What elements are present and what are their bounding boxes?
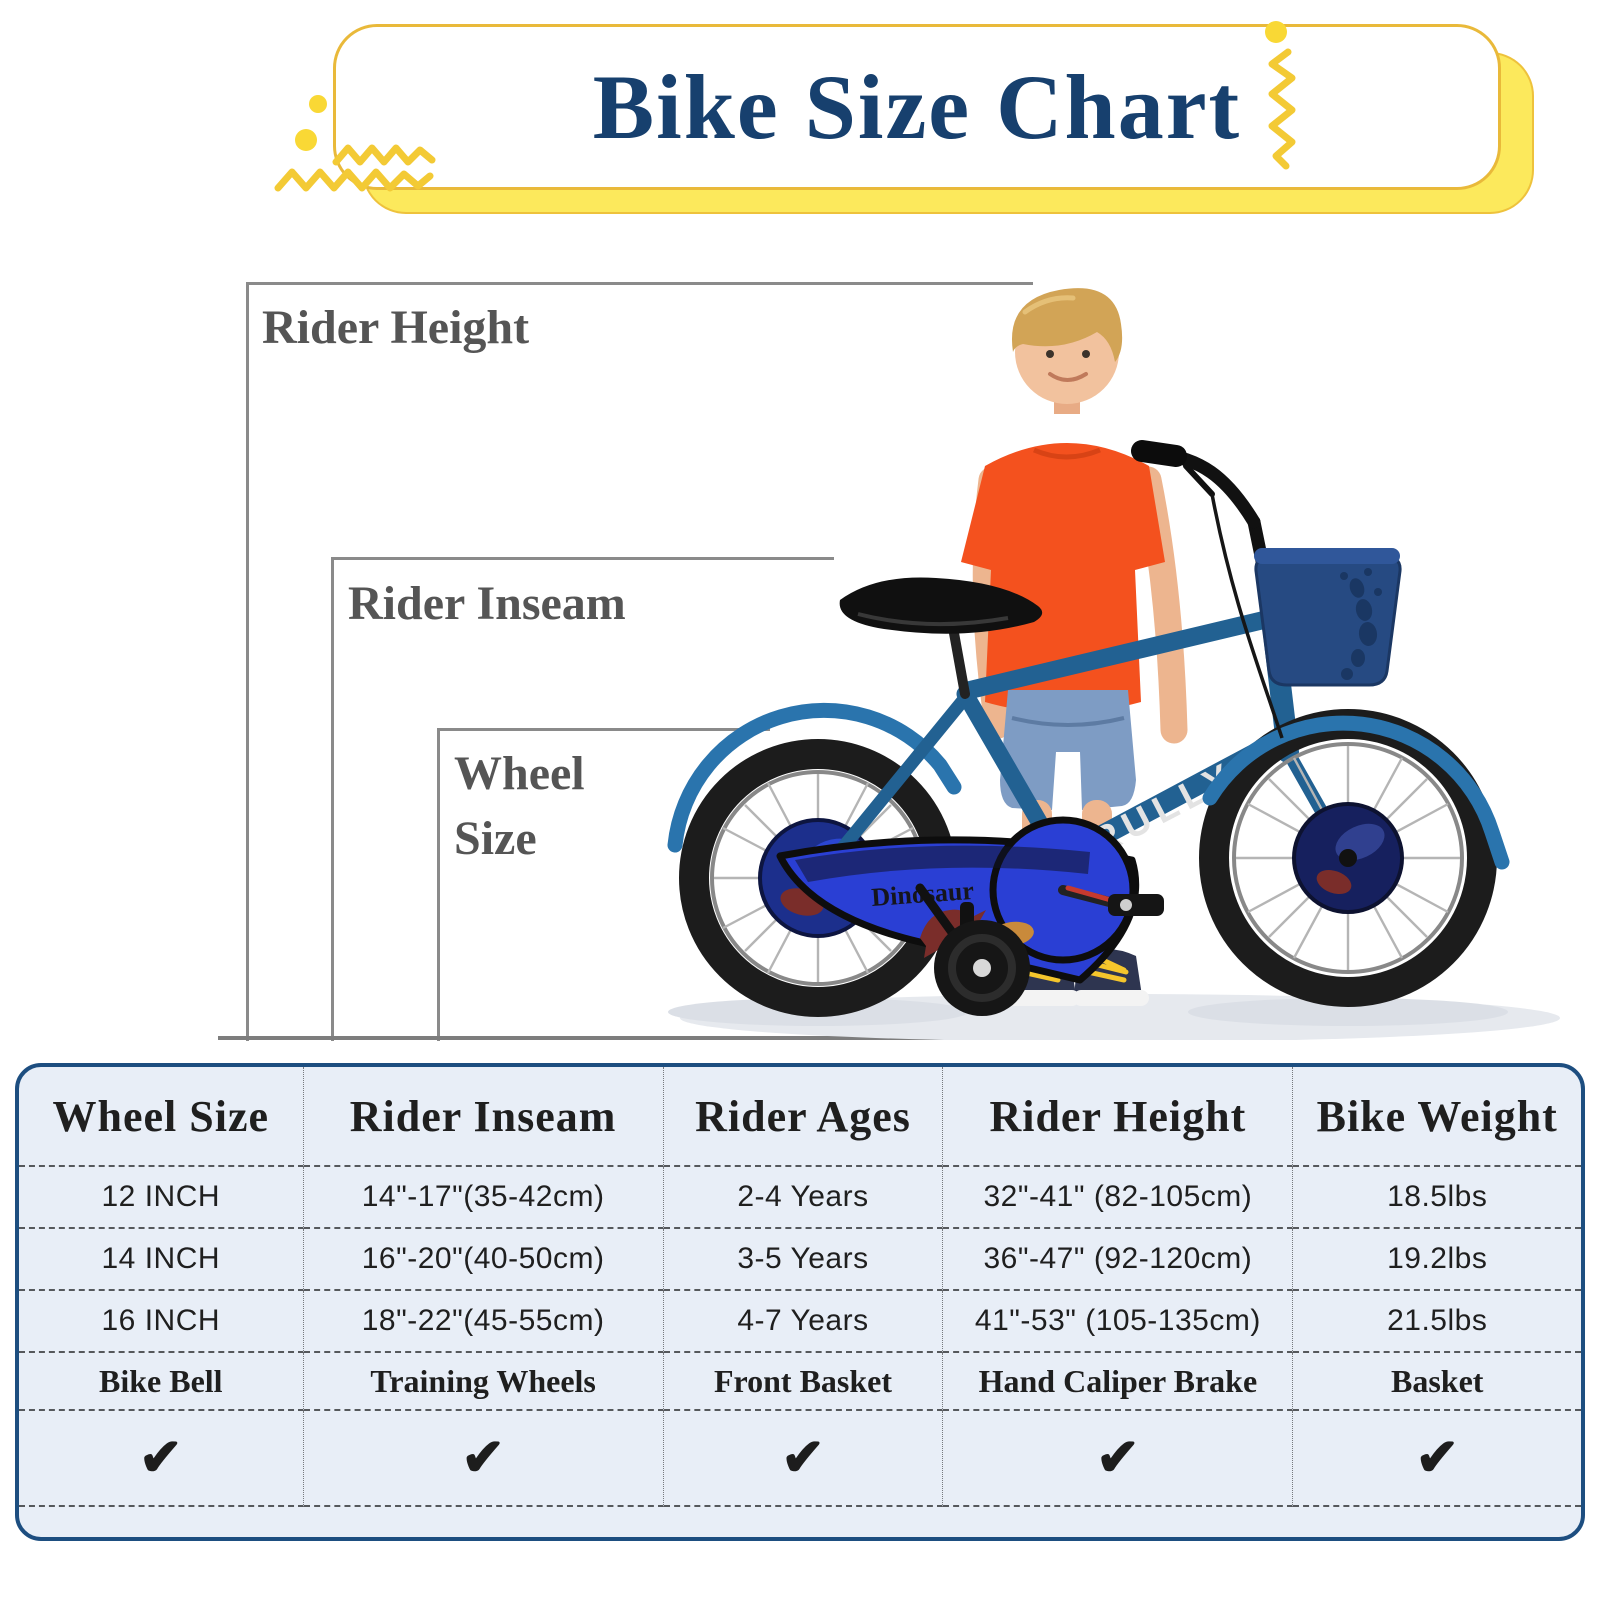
table-cell: 36"-47" (92-120cm) bbox=[943, 1229, 1294, 1291]
feature-label: Hand Caliper Brake bbox=[943, 1353, 1294, 1411]
wheel-size-bracket bbox=[437, 728, 770, 1041]
rear-fender bbox=[667, 702, 962, 853]
brake-lever bbox=[1183, 463, 1215, 497]
dot-icon bbox=[309, 95, 327, 113]
front-fender bbox=[1202, 715, 1510, 870]
feature-label: Front Basket bbox=[663, 1353, 944, 1411]
seat-post bbox=[947, 617, 970, 699]
table-cell: 19.2lbs bbox=[1293, 1229, 1581, 1291]
rider-height-bracket bbox=[246, 282, 1033, 1041]
table-cell: 32"-41" (82-105cm) bbox=[943, 1167, 1294, 1229]
size-table: Wheel Size Rider Inseam Rider Ages Rider… bbox=[15, 1063, 1585, 1541]
feature-label: Bike Bell bbox=[19, 1353, 304, 1411]
banner: Bike Size Chart bbox=[333, 24, 1501, 190]
check-icon: ✔ bbox=[1293, 1411, 1581, 1507]
dot-icon bbox=[295, 129, 317, 151]
boy-hair bbox=[1011, 288, 1123, 362]
col-header-wheel-size: Wheel Size bbox=[19, 1067, 304, 1167]
table-cell: 2-4 Years bbox=[663, 1167, 944, 1229]
feature-label: Training Wheels bbox=[303, 1353, 664, 1411]
boy-shirt bbox=[961, 443, 1165, 713]
table-cell: 18"-22"(45-55cm) bbox=[303, 1291, 664, 1353]
boy-with-bike-photo: RULLY Dinosaur bbox=[667, 288, 1560, 1040]
table-cell: 41"-53" (105-135cm) bbox=[943, 1291, 1294, 1353]
training-wheel bbox=[915, 883, 1030, 1016]
brake-cable bbox=[1210, 493, 1284, 739]
col-header-bike-weight: Bike Weight bbox=[1293, 1067, 1581, 1167]
table-cell: 18.5lbs bbox=[1293, 1167, 1581, 1229]
page-title: Bike Size Chart bbox=[592, 56, 1242, 158]
boy-shorts bbox=[1000, 690, 1136, 810]
table-cell: 14"-17"(35-42cm) bbox=[303, 1167, 664, 1229]
rider-inseam-label: Rider Inseam bbox=[348, 577, 626, 630]
table-cell: 14 INCH bbox=[19, 1229, 304, 1291]
col-header-rider-height: Rider Height bbox=[943, 1067, 1294, 1167]
table-cell: 4-7 Years bbox=[663, 1291, 944, 1353]
ground-shadow bbox=[1188, 998, 1508, 1026]
table-cell: 16"-20"(40-50cm) bbox=[303, 1229, 664, 1291]
wheel-size-label: Wheel Size bbox=[454, 747, 585, 865]
table-cell: 16 INCH bbox=[19, 1291, 304, 1353]
col-header-rider-ages: Rider Ages bbox=[663, 1067, 944, 1167]
table-cell: 3-5 Years bbox=[663, 1229, 944, 1291]
col-header-rider-inseam: Rider Inseam bbox=[303, 1067, 664, 1167]
front-basket bbox=[1254, 548, 1402, 687]
pedal bbox=[1058, 885, 1164, 916]
check-icon: ✔ bbox=[19, 1411, 304, 1507]
ground-baseline bbox=[218, 1036, 1012, 1040]
feature-label: Basket bbox=[1293, 1353, 1581, 1411]
table-cell: 21.5lbs bbox=[1293, 1291, 1581, 1353]
rider-inseam-bracket bbox=[331, 557, 834, 1041]
check-icon: ✔ bbox=[943, 1411, 1294, 1507]
handlebar-grip bbox=[1131, 440, 1187, 467]
check-icon: ✔ bbox=[303, 1411, 664, 1507]
rider-height-label: Rider Height bbox=[262, 301, 530, 354]
check-icon: ✔ bbox=[663, 1411, 944, 1507]
table-cell: 12 INCH bbox=[19, 1167, 304, 1229]
